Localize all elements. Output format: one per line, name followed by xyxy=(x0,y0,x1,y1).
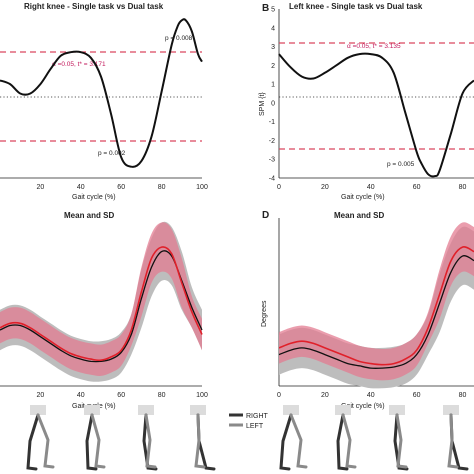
panel-d-x-label: Gait cycle (%) xyxy=(341,403,385,410)
panel-d: D Mean and SD Degrees 0 20 40 60 80 Gait cyc… xyxy=(261,210,474,410)
left-leg xyxy=(36,413,55,469)
figure-hip-box xyxy=(389,405,405,415)
panel-c-x-tick: 40 xyxy=(77,392,85,399)
panel-b-y-tick: 3 xyxy=(271,44,275,51)
figure-hip-box xyxy=(443,405,459,415)
left-leg xyxy=(395,413,408,469)
panel-b-x-label: Gait cycle (%) xyxy=(341,194,385,201)
panel-a-title: Right knee - Single task vs Dual task xyxy=(24,2,164,11)
panel-d-y-label: Degrees xyxy=(261,300,268,327)
panel-b-y-tick: 1 xyxy=(271,82,275,89)
figure-hip-box xyxy=(335,405,351,415)
stick-figure xyxy=(190,405,216,471)
panel-b-threshold-label: α =0.05, t* = 3.135 xyxy=(347,43,401,50)
panel-c-title: Mean and SD xyxy=(64,211,114,220)
figure-hip-box xyxy=(84,405,100,415)
right-leg xyxy=(26,413,40,471)
panel-a-x-tick: 80 xyxy=(158,184,166,191)
right-leg xyxy=(196,413,216,471)
left-leg xyxy=(194,413,206,469)
legend: RIGHT LEFT xyxy=(229,413,269,430)
stick-figure xyxy=(443,405,469,471)
gait-stick-figures xyxy=(26,405,469,471)
left-leg xyxy=(289,413,308,469)
right-leg xyxy=(85,413,98,471)
stick-figure xyxy=(26,405,55,471)
stick-figure xyxy=(138,405,158,471)
panel-a: Right knee - Single task vs Dual task α … xyxy=(0,2,208,201)
panel-a-spm-curve xyxy=(0,18,203,168)
left-leg xyxy=(447,413,459,469)
panel-b-x-tick: 40 xyxy=(367,184,375,191)
right-leg xyxy=(279,413,293,471)
panel-b-spm-curve xyxy=(278,52,474,178)
right-leg xyxy=(449,413,469,471)
panel-b-letter: B xyxy=(262,3,269,14)
panel-c-x-tick: 100 xyxy=(196,392,208,399)
panel-d-x-tick: 40 xyxy=(367,392,375,399)
panel-b-y-tick: 5 xyxy=(271,7,275,14)
panel-d-x-tick: 20 xyxy=(321,392,329,399)
panel-b-p-value: p = 0.005 xyxy=(387,161,415,168)
left-leg xyxy=(90,413,106,469)
panel-c-x-tick: 80 xyxy=(158,392,166,399)
panel-b-x-tick: 0 xyxy=(277,184,281,191)
panel-d-mean-right xyxy=(278,255,474,369)
panel-c-x-tick: 20 xyxy=(37,392,45,399)
panel-a-x-tick: 40 xyxy=(77,184,85,191)
right-leg xyxy=(393,413,409,471)
panel-c-mean-left xyxy=(0,246,203,362)
legend-right-label: RIGHT xyxy=(246,413,269,420)
panel-d-sd-band-pink xyxy=(279,222,474,381)
panel-d-x-tick: 60 xyxy=(413,392,421,399)
panel-b-x-tick: 20 xyxy=(321,184,329,191)
panel-d-x-tick: 80 xyxy=(459,392,467,399)
panel-d-title: Mean and SD xyxy=(334,211,384,220)
panel-b-y-tick: 4 xyxy=(271,25,275,32)
panel-b-y-label: SPM {t} xyxy=(259,92,266,116)
panel-b-y-tick: -4 xyxy=(269,176,275,183)
legend-left-label: LEFT xyxy=(246,423,264,430)
right-leg xyxy=(142,413,158,471)
panel-b-y-tick: 2 xyxy=(271,63,275,70)
panel-b-y-tick: 0 xyxy=(271,100,275,107)
panel-c-mean-right xyxy=(0,250,203,363)
panel-d-letter: D xyxy=(262,210,269,221)
panel-c-sd-band-pink xyxy=(0,222,202,376)
panel-a-x-tick: 100 xyxy=(196,184,208,191)
right-leg xyxy=(336,413,349,471)
figure-hip-box xyxy=(138,405,154,415)
panel-a-p-value-1: p = 0.008 xyxy=(165,35,193,42)
stick-figure xyxy=(389,405,409,471)
panel-b-y-tick: -1 xyxy=(269,119,275,126)
figure-hip-box xyxy=(283,405,299,415)
figure-hip-box xyxy=(190,405,206,415)
panel-b-x-tick: 80 xyxy=(459,184,467,191)
stick-figure xyxy=(84,405,106,471)
figure-hip-box xyxy=(30,405,46,415)
panel-a-threshold-label: α =0.05, t* = 3.171 xyxy=(52,61,106,68)
stick-figure xyxy=(279,405,308,471)
panel-b-y-tick: -2 xyxy=(269,138,275,145)
panel-d-mean-left xyxy=(278,246,474,366)
left-leg xyxy=(144,413,157,469)
panel-b-title: Left knee - Single task vs Dual task xyxy=(289,2,423,11)
panel-a-x-tick: 20 xyxy=(37,184,45,191)
stick-figure xyxy=(335,405,357,471)
panel-a-x-label: Gait cycle (%) xyxy=(72,194,116,201)
panel-b: B Left knee - Single task vs Dual task α… xyxy=(259,2,474,201)
panel-c-x-tick: 60 xyxy=(117,392,125,399)
panel-a-x-tick: 60 xyxy=(117,184,125,191)
left-leg xyxy=(341,413,357,469)
panel-d-x-tick: 0 xyxy=(277,392,281,399)
panel-b-x-tick: 60 xyxy=(413,184,421,191)
panel-a-p-value-2: p = 0.002 xyxy=(98,150,126,157)
panel-b-y-tick: -3 xyxy=(269,157,275,164)
